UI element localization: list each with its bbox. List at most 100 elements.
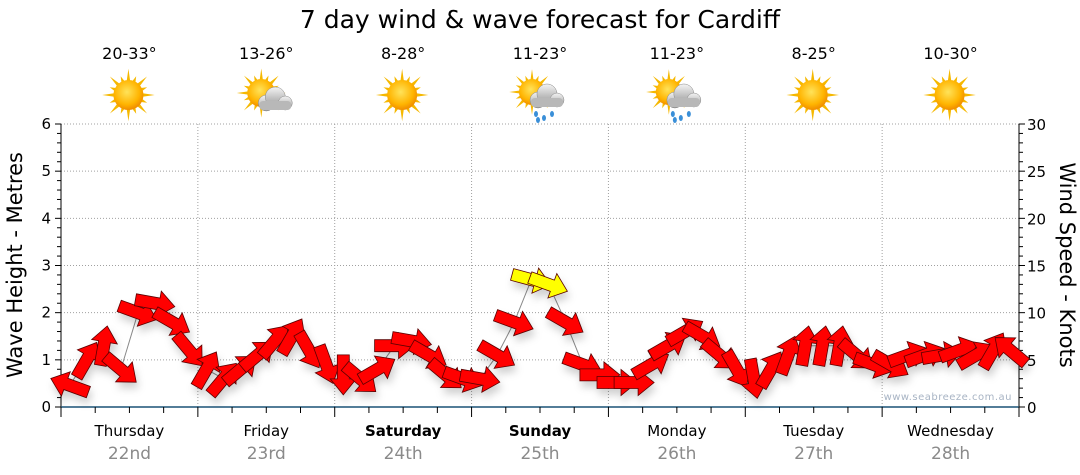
day-label: Wednesday xyxy=(907,422,994,440)
wind-arrow xyxy=(720,348,751,388)
date-label: 24th xyxy=(384,444,423,464)
sun-ray xyxy=(794,103,804,114)
wind-arrow xyxy=(775,335,803,377)
sun-ray xyxy=(109,103,120,114)
sun-ray xyxy=(931,76,941,87)
right-tick-label: 15 xyxy=(1027,258,1046,276)
day-label: Monday xyxy=(647,422,706,440)
sun-ray xyxy=(109,76,120,87)
sun-ray xyxy=(652,99,662,109)
sun-ray xyxy=(821,76,832,87)
day-label: Friday xyxy=(244,422,290,440)
sun-ray xyxy=(786,93,799,97)
wind-arrow xyxy=(476,339,516,369)
sun-ray xyxy=(931,103,941,114)
temperature-range: 20-33° xyxy=(102,44,157,63)
chart-title: 7 day wind & wave forecast for Cardiff xyxy=(300,5,781,34)
right-tick-label: 10 xyxy=(1027,305,1046,323)
wind-arrow xyxy=(492,309,534,337)
showers-icon xyxy=(646,69,702,123)
day-label: Thursday xyxy=(94,422,165,440)
sun-ray xyxy=(821,103,832,114)
wind-arrow xyxy=(276,318,306,358)
temperature-range: 13-26° xyxy=(239,44,294,63)
wind-arrow xyxy=(792,325,820,367)
sun-ray xyxy=(530,69,534,80)
sun-ray xyxy=(667,69,671,80)
left-axis-title: Wave Height - Metres xyxy=(3,152,27,378)
sun-ray xyxy=(923,93,936,97)
sun-ray xyxy=(383,76,394,87)
sun-ray xyxy=(400,109,404,122)
right-tick-label: 0 xyxy=(1027,399,1037,417)
temperature-range: 8-28° xyxy=(381,44,425,63)
sun-ray xyxy=(400,68,404,81)
sun-ray xyxy=(416,93,429,97)
wind-arrow xyxy=(458,365,501,393)
wind-arrow xyxy=(356,355,396,386)
sunny-icon xyxy=(786,68,839,122)
rain-drop xyxy=(550,111,554,117)
sun-ray xyxy=(530,104,534,115)
temperature-range: 11-23° xyxy=(513,44,568,63)
showers-icon xyxy=(509,69,565,123)
right-tick-label: 25 xyxy=(1027,163,1046,181)
date-label: 26th xyxy=(657,444,696,464)
wind-arrow xyxy=(171,330,203,367)
date-label: 22nd xyxy=(108,444,151,464)
sun-ray xyxy=(947,68,952,81)
cloud xyxy=(529,83,565,109)
sun-ray xyxy=(811,109,815,122)
wind-arrow xyxy=(809,325,837,367)
sunny-icon xyxy=(923,68,976,122)
sun-ray xyxy=(509,90,520,94)
rain-drop xyxy=(542,115,546,121)
sun-ray xyxy=(137,76,147,87)
day-label: Saturday xyxy=(365,422,442,440)
wind-arrow xyxy=(190,351,221,391)
wind-arrow xyxy=(994,337,1031,369)
sun-ray xyxy=(515,75,525,85)
temperature-range: 11-23° xyxy=(650,44,705,63)
wind-arrow xyxy=(50,371,91,399)
cloud xyxy=(666,83,702,109)
left-tick-label: 5 xyxy=(41,162,51,180)
left-tick-label: 1 xyxy=(41,351,51,369)
rain-drop xyxy=(534,111,538,117)
sun-disc xyxy=(797,80,828,110)
sun-ray xyxy=(676,75,685,85)
sun-ray xyxy=(243,101,254,111)
sun-ray xyxy=(243,75,254,85)
sun-ray xyxy=(142,93,155,97)
sun-ray xyxy=(102,93,115,97)
sun-ray xyxy=(667,104,671,115)
day-label: Tuesday xyxy=(782,422,844,440)
sun-ray xyxy=(410,76,421,87)
sun-ray xyxy=(794,76,804,87)
sun-ray xyxy=(126,68,131,81)
sun-disc xyxy=(387,80,418,110)
date-label: 27th xyxy=(794,444,833,464)
sun-ray xyxy=(515,99,525,109)
rain-drop xyxy=(678,115,683,121)
right-tick-label: 5 xyxy=(1027,352,1037,370)
sun-ray xyxy=(383,103,394,114)
date-label: 23rd xyxy=(247,444,286,464)
sun-ray xyxy=(811,68,815,81)
rain-drop xyxy=(672,117,677,123)
temperature-range: 8-25° xyxy=(792,44,836,63)
sun-ray xyxy=(963,93,976,97)
wind-arrow xyxy=(527,271,568,299)
sunny-icon xyxy=(375,68,429,122)
wind-arrow xyxy=(313,343,341,384)
cloud xyxy=(258,86,293,112)
wind-arrow xyxy=(544,306,584,336)
sun-ray xyxy=(958,76,969,87)
rain-drop xyxy=(686,111,691,117)
sun-ray xyxy=(269,75,279,85)
sun-ray xyxy=(947,109,952,122)
sun-ray xyxy=(126,109,131,122)
sun-disc xyxy=(934,80,965,110)
temperature-range: 10-30° xyxy=(923,44,978,63)
